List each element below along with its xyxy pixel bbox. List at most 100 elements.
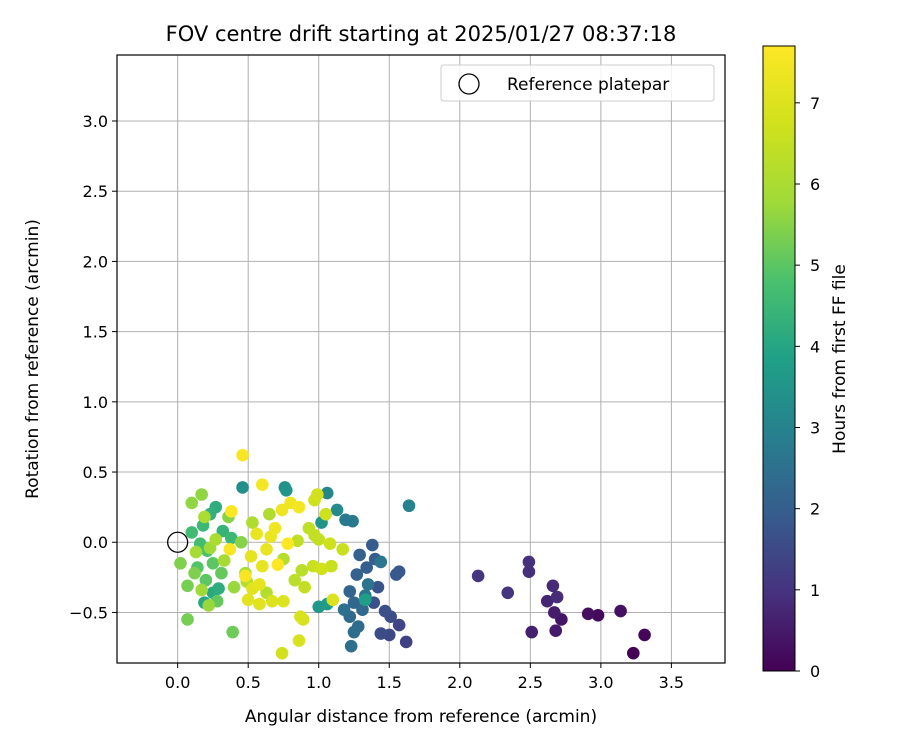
scatter-point: [234, 535, 248, 549]
scatter-point: [255, 478, 269, 491]
x-axis-label: Angular distance from reference (arcmin): [245, 707, 597, 727]
scatter-point: [216, 524, 230, 538]
scatter-point: [325, 559, 338, 573]
y-tick-label: 0.0: [83, 533, 108, 552]
scatter-points: [174, 448, 651, 660]
scatter-point: [275, 646, 289, 660]
scatter-point: [378, 604, 392, 618]
scatter-point: [292, 634, 306, 647]
scatter-point: [206, 557, 220, 570]
colorbar-tick-label: 1: [810, 581, 820, 600]
x-tick-label: 1.5: [377, 673, 402, 692]
scatter-point: [246, 516, 259, 529]
scatter-point: [522, 565, 536, 579]
scatter-point: [291, 534, 304, 548]
scatter-point: [185, 496, 199, 510]
scatter-point: [591, 608, 605, 622]
y-tick-label: −0.5: [69, 603, 108, 622]
scatter-point: [239, 569, 252, 583]
scatter-point: [298, 580, 311, 594]
colorbar-ticks: 0 1 2 3 4 5 6 7: [795, 94, 820, 681]
colorbar-tick-label: 3: [810, 418, 820, 437]
legend-frame: [440, 64, 715, 102]
scatter-point: [236, 448, 249, 462]
scatter-point: [343, 585, 357, 598]
scatter-point: [189, 545, 203, 559]
scatter-point: [627, 646, 640, 660]
y-tick-label: 0.5: [83, 463, 108, 482]
scatter-point: [195, 583, 208, 597]
scatter-point: [212, 582, 225, 595]
scatter-point: [295, 564, 309, 577]
y-tick-label: 3.0: [83, 112, 108, 131]
scatter-point: [263, 507, 276, 521]
x-tick-label: 3.0: [588, 673, 613, 692]
scatter-point: [548, 606, 561, 619]
y-axis-label: Rotation from reference (arcmin): [23, 219, 43, 499]
colorbar-tick-label: 4: [810, 337, 820, 356]
scatter-point: [181, 613, 194, 626]
scatter-point: [323, 537, 337, 550]
scatter-point: [195, 488, 208, 501]
scatter-point: [271, 558, 285, 572]
scatter-point: [392, 565, 406, 579]
scatter-point: [326, 593, 340, 607]
scatter-point: [209, 533, 223, 546]
scatter-point: [550, 590, 564, 604]
scatter-point: [374, 555, 388, 569]
scatter-point: [638, 628, 651, 642]
scatter-point: [374, 627, 388, 640]
scatter-point: [215, 566, 228, 580]
scatter-point: [402, 499, 416, 513]
scatter-point: [360, 561, 373, 574]
legend-open-circle-icon: [458, 73, 480, 95]
scatter-point: [330, 503, 344, 517]
scatter-point: [315, 562, 328, 576]
scatter-point: [288, 573, 302, 587]
scatter-point: [250, 527, 263, 541]
scatter-point: [525, 625, 539, 639]
scatter-point: [236, 481, 249, 494]
scatter-point: [546, 579, 560, 593]
x-tick-label: 1.0: [306, 673, 331, 692]
scatter-point: [281, 537, 294, 550]
scatter-point: [277, 594, 290, 608]
chart-title: FOV centre drift starting at 2025/01/27 …: [166, 22, 677, 46]
scatter-point: [356, 603, 369, 616]
y-tick-label: 2.5: [83, 182, 108, 201]
scatter-point: [253, 597, 266, 611]
scatter-point: [268, 521, 282, 535]
scatter-point: [549, 624, 563, 638]
scatter-point: [399, 635, 413, 649]
scatter-point: [253, 578, 266, 591]
scatter-point: [198, 510, 211, 524]
scatter-point: [241, 593, 255, 607]
scatter-point: [188, 566, 201, 580]
colorbar-tick-label: 6: [810, 175, 820, 194]
colorbar: 0 1 2 3 4 5 6 7 Hours from first FF file: [762, 45, 850, 681]
scatter-point: [174, 557, 187, 570]
y-tick-label: 1.0: [83, 393, 108, 412]
scatter-point: [336, 542, 350, 556]
scatter-point: [339, 513, 352, 527]
legend-entry-label: Reference platepar: [507, 75, 669, 95]
scatter-point: [312, 533, 326, 546]
scatter-point: [255, 559, 269, 573]
colorbar-gradient: [762, 45, 796, 672]
y-tick-label: 1.5: [83, 323, 108, 342]
scatter-point: [581, 607, 595, 621]
scatter-point: [501, 586, 515, 600]
scatter-point: [540, 594, 554, 608]
grid-lines: [117, 55, 725, 663]
scatter-point: [358, 593, 372, 607]
reference-marker: [167, 531, 189, 553]
scatter-point: [185, 526, 199, 539]
colorbar-tick-label: 2: [810, 500, 820, 519]
scatter-point: [275, 503, 289, 517]
scatter-point: [294, 610, 307, 623]
x-tick-label: 2.0: [447, 673, 472, 692]
scatter-point: [392, 618, 406, 632]
colorbar-tick-label: 7: [810, 94, 820, 113]
